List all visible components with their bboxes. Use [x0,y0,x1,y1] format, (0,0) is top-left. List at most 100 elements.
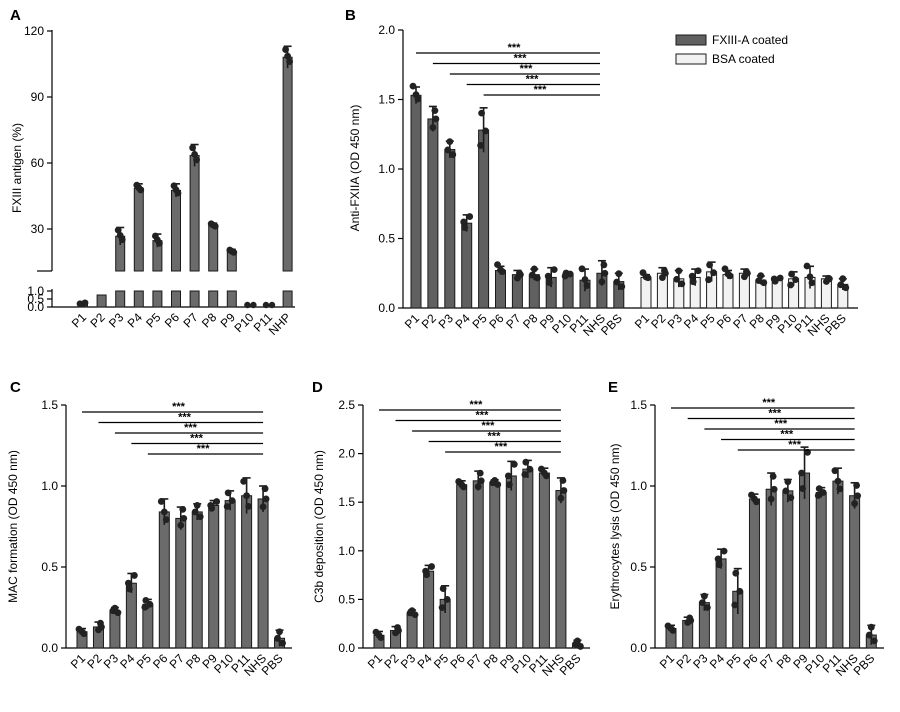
panel-d-y-axis-title: C3b deposition (OD 450 nm) [312,450,326,603]
panel-a-replicate-dot [250,301,257,309]
panel-b-bsa-replicate-dot [770,275,778,283]
panel-d-replicate-dot [476,469,484,477]
panel-c-bar [109,610,121,649]
panel-c-bar [224,500,236,649]
panel-b-bsa-replicate-dot [826,275,833,283]
panel-e-significance-stars: *** [768,408,782,420]
panel-c-letter: C [10,379,21,396]
panel-b-legend-swatch-fxiii [675,34,707,46]
panel-c-bar [257,498,269,649]
panel-a-replicate-dot [268,301,276,309]
panel-b-significance-stars: *** [526,74,540,86]
panel-b-bsa-replicate-dot [806,273,814,281]
panel-d-y-tick-label: 0.0 [338,641,355,655]
panel-c-y-axis-title: MAC formation (OD 450 nm) [6,450,20,603]
panel-a-replicate-dot [193,156,201,164]
panel-b-fxiii-bar [495,269,506,309]
panel-a-y-tick-label: 30 [31,222,45,236]
panel-b-bsa-replicate-dot [688,272,696,280]
panel-b-bsa-replicate-dot [721,265,729,273]
panel-c-replicate-dot [193,501,201,509]
panel-e-replicate-dot [804,448,811,456]
panel-b-fxiii-bar [478,129,490,309]
panel-d-significance-stars: *** [488,431,502,443]
panel-b-bsa-replicate-dot [842,284,850,292]
panel-c-replicate-dot [262,495,270,503]
panel-b-fxiii-replicate-dot [615,270,623,278]
panel-b-fxiii-replicate-dot [581,276,589,283]
panel-e-replicate-dot [767,495,775,503]
panel-e-y-tick-label: 0.5 [630,560,647,574]
panel-e-replicate-dot [853,482,861,489]
panel-a-x-tick-label: P8 [199,310,220,331]
panel-a-replicate-dot [114,226,122,234]
panel-c-replicate-dot [109,607,117,615]
panel-a-bar [152,290,163,308]
panel-c-bar [208,504,220,649]
panel-d-bar [406,612,418,649]
panel-a-x-tick-label: P3 [106,310,127,331]
panel-c-replicate-dot [146,600,154,608]
panel-d-replicate-dot [540,469,548,477]
panel-a-replicate-dot [228,247,236,255]
panel-b-fxiii-bar [427,118,439,309]
panel-e-replicate-dot [851,500,859,507]
panel-b-fxiii-replicate-dot [598,278,606,286]
panel-b-fxiii-bar [410,94,422,309]
panel-d-replicate-dot [474,483,482,491]
panel-b-bsa-replicate-dot [705,276,712,284]
panel-b-fxiii-replicate-dot [545,279,553,286]
panel-a-replicate-dot [284,52,291,60]
panel-b-y-tick-label: 0.5 [378,232,395,246]
panel-b-legend-label-fxiii: FXIII-A coated [712,33,788,47]
panel-b-bsa-replicate-dot [706,261,713,269]
panel-b-bsa-replicate-dot [694,267,702,275]
panel-b-fxiii-replicate-dot [477,142,484,149]
panel-c-bar [158,511,170,649]
panel-b-fxiii-replicate-dot [429,124,437,131]
panel-e-replicate-dot [667,625,675,632]
panel-b-legend-label-bsa: BSA coated [712,52,775,66]
panel-d-bar [522,468,534,649]
panel-a-replicate-dot [172,186,180,194]
panel-c-replicate-dot [240,477,248,485]
panel-a-replicate-dot [262,301,270,309]
panel-c-replicate-dot [141,603,149,611]
panel-c-y-tick-label: 1.5 [41,398,58,412]
panel-d-replicate-dot [443,596,451,603]
panel-b-fxiii-replicate-dot [566,270,574,278]
panel-b-fxiii-replicate-dot [461,224,469,231]
panel-e-replicate-dot [831,467,839,475]
panel-b-letter: B [345,7,356,24]
panel-e-significance-stars: *** [774,418,788,430]
panel-e-significance-stars: *** [780,429,794,441]
panel-b-bsa-replicate-dot [788,270,795,278]
panel-a-x-tick-label: P1 [69,310,90,331]
panel-d-replicate-dot [439,585,447,592]
panel-a-replicate-dot [79,300,87,308]
panel-e-replicate-dot [798,469,805,477]
panel-b-fxiii-replicate-dot [601,269,609,277]
panel-d-replicate-dot [526,465,534,473]
panel-a-replicate-dot [286,58,293,65]
panel-b-legend-swatch-bsa [675,53,707,65]
panel-a-replicate-dot [135,184,143,192]
panel-b-fxiii-replicate-dot [460,218,468,226]
panel-b-bsa-replicate-dot [755,277,763,285]
panel-e-bar [849,495,861,649]
panel-e-bar [748,498,760,649]
panel-c-y-tick-label: 1.0 [41,479,58,493]
panel-b-bsa-replicate-dot [792,276,799,284]
panel-d-replicate-dot [406,609,414,617]
panel-b-bsa-replicate-dot [839,275,847,283]
panel-c-significance-stars: *** [184,422,198,434]
panel-d-y-tick-label: 1.0 [338,544,355,558]
panel-b-fxiii-replicate-dot [478,109,485,117]
panel-e-replicate-dot [819,489,827,496]
panel-e-bar [815,491,827,649]
panel-d-replicate-dot [438,604,446,612]
panel-e-replicate-dot [814,492,822,499]
panel-b-fxiii-replicate-dot [517,271,524,279]
panel-b-bsa-replicate-dot [787,281,794,289]
panel-e-bar [799,472,811,649]
